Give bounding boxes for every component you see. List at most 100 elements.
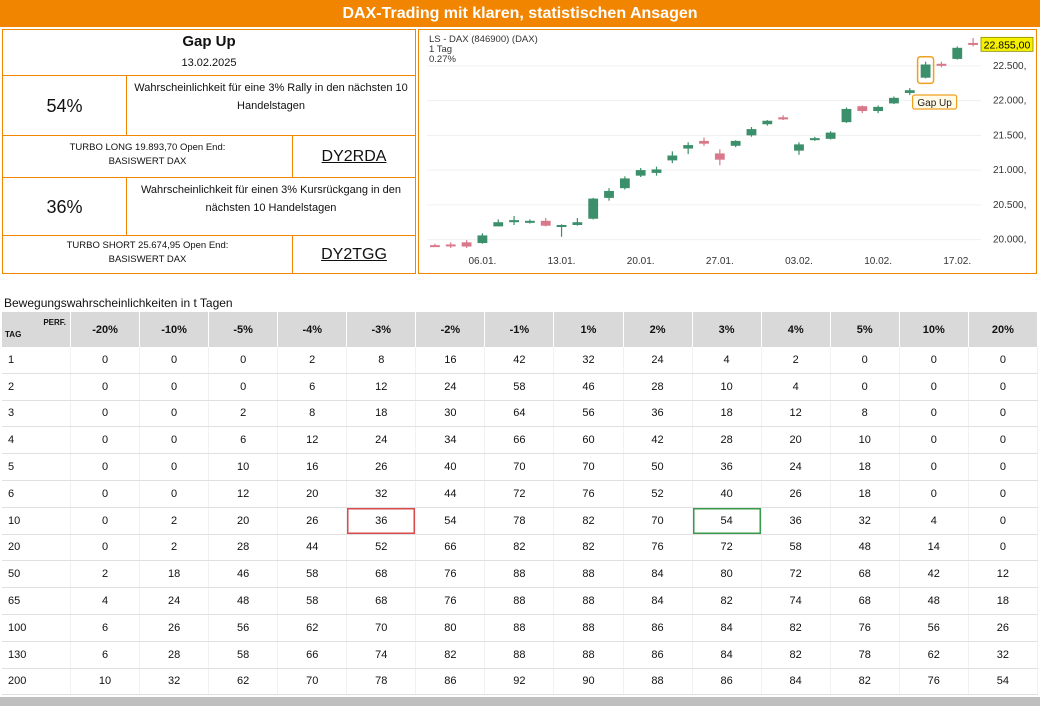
value-cell: 82 (761, 614, 831, 642)
value-cell: 0 (139, 426, 210, 455)
value-cell: 6 (70, 614, 141, 642)
value-cell: 78 (830, 641, 900, 669)
value-cell: 84 (623, 587, 693, 615)
value-cell: 70 (484, 453, 555, 481)
value-cell: 82 (553, 534, 624, 562)
candle-body (477, 235, 488, 244)
value-cell: 84 (692, 614, 762, 642)
last-price-label: 22.855,00 (984, 39, 1031, 51)
value-cell: 74 (346, 641, 417, 669)
value-cell: 12 (968, 560, 1039, 589)
table-row: 10 0 2 20 26 36 54 78 82 70 54 36 32 4 0 (2, 507, 1039, 535)
value-cell: 0 (70, 480, 141, 508)
value-cell: 26 (139, 614, 210, 642)
candle-body (841, 108, 852, 123)
column-header: -2% (415, 312, 486, 347)
value-cell: 0 (968, 453, 1039, 481)
value-cell: 84 (623, 560, 693, 589)
value-cell: 0 (899, 426, 969, 455)
value-cell: 16 (415, 347, 486, 374)
value-cell: 0 (968, 534, 1039, 562)
column-header: 20% (968, 312, 1039, 347)
value-cell: 18 (139, 560, 210, 589)
y-tick-label: 21.000, (993, 165, 1026, 176)
value-cell: 6 (277, 373, 348, 401)
value-cell: 80 (692, 560, 762, 589)
value-cell: 44 (415, 480, 486, 508)
column-header: -20% (70, 312, 141, 347)
candle-body (904, 90, 915, 93)
value-cell: 34 (415, 426, 486, 455)
value-cell: 76 (415, 587, 486, 615)
signal-header: Gap Up 13.02.2025 (3, 30, 415, 76)
value-cell: 32 (968, 641, 1039, 669)
value-cell: 0 (70, 400, 141, 428)
turbo-long-code[interactable]: DY2RDA (293, 136, 415, 178)
table-row: 3 0 0 2 8 18 30 64 56 36 18 12 8 0 0 (2, 400, 1039, 428)
y-tick-label: 20.000, (993, 235, 1026, 246)
value-cell: 0 (899, 453, 969, 481)
value-cell: 26 (761, 480, 831, 508)
value-cell: 18 (830, 480, 900, 508)
value-cell: 10 (70, 668, 141, 696)
value-cell: 0 (968, 400, 1039, 428)
value-cell: 0 (70, 347, 141, 374)
row-tag-cell: 130 (2, 641, 71, 669)
x-tick-label: 10.02. (864, 256, 892, 267)
column-header: -1% (484, 312, 555, 347)
value-cell: 0 (208, 347, 279, 374)
candle-body (746, 129, 757, 136)
table-row: 4 0 0 6 12 24 34 66 60 42 28 20 10 0 0 (2, 426, 1039, 455)
signal-title: Gap Up (182, 33, 236, 50)
candle-body (540, 220, 551, 226)
y-tick-label: 22.500, (993, 61, 1026, 72)
turbo-short-info: TURBO SHORT 25.674,95 Open End: BASISWER… (3, 236, 293, 273)
value-cell: 0 (830, 373, 900, 401)
value-cell: 2 (139, 507, 210, 535)
value-cell: 64 (484, 400, 555, 428)
table-row: 5 0 0 10 16 26 40 70 70 50 36 24 18 0 0 (2, 453, 1039, 481)
value-cell: 32 (553, 347, 624, 374)
candle-body (699, 140, 709, 144)
value-cell: 4 (692, 347, 762, 374)
value-cell: 86 (415, 668, 486, 696)
value-cell: 90 (553, 668, 624, 696)
value-cell: 62 (277, 614, 348, 642)
candle-body (430, 245, 440, 248)
page-banner: DAX-Trading mit klaren, statistischen An… (0, 0, 1040, 27)
value-cell: 76 (623, 534, 693, 562)
value-cell: 14 (899, 534, 969, 562)
value-cell: 2 (139, 534, 210, 562)
value-cell: 32 (830, 507, 900, 535)
value-cell: 0 (70, 373, 141, 401)
value-cell: 0 (70, 426, 141, 455)
candle-body (968, 42, 978, 45)
value-cell: 84 (692, 641, 762, 669)
value-cell: 0 (968, 480, 1039, 508)
turbo-long-line2: BASISWERT DAX (108, 156, 187, 167)
value-cell: 66 (277, 641, 348, 669)
value-cell: 76 (899, 668, 969, 696)
value-cell: 36 (692, 453, 762, 481)
value-cell: 82 (484, 534, 555, 562)
value-cell: 78 (484, 507, 555, 535)
value-cell: 80 (415, 614, 486, 642)
value-cell: 24 (139, 587, 210, 615)
y-tick-label: 22.000, (993, 96, 1026, 107)
value-cell: 2 (277, 347, 348, 374)
candle-body (635, 170, 646, 176)
candle-body (588, 198, 599, 219)
value-cell: 0 (899, 373, 969, 401)
value-cell: 10 (692, 373, 762, 401)
x-tick-label: 06.01. (468, 256, 496, 267)
turbo-long-line1: TURBO LONG 19.893,70 Open End: (69, 142, 226, 153)
value-cell: 58 (208, 641, 279, 669)
value-cell: 30 (415, 400, 486, 428)
value-cell: 36 (623, 400, 693, 428)
turbo-short-code[interactable]: DY2TGG (321, 246, 387, 263)
value-cell: 28 (139, 641, 210, 669)
value-cell: 2 (761, 347, 831, 374)
value-cell: 62 (899, 641, 969, 669)
value-cell: 48 (899, 587, 969, 615)
value-cell: 70 (277, 668, 348, 696)
